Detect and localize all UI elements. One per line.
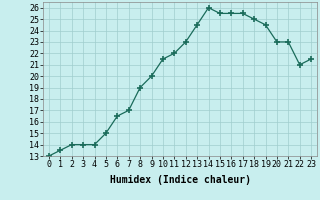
X-axis label: Humidex (Indice chaleur): Humidex (Indice chaleur) (109, 175, 251, 185)
